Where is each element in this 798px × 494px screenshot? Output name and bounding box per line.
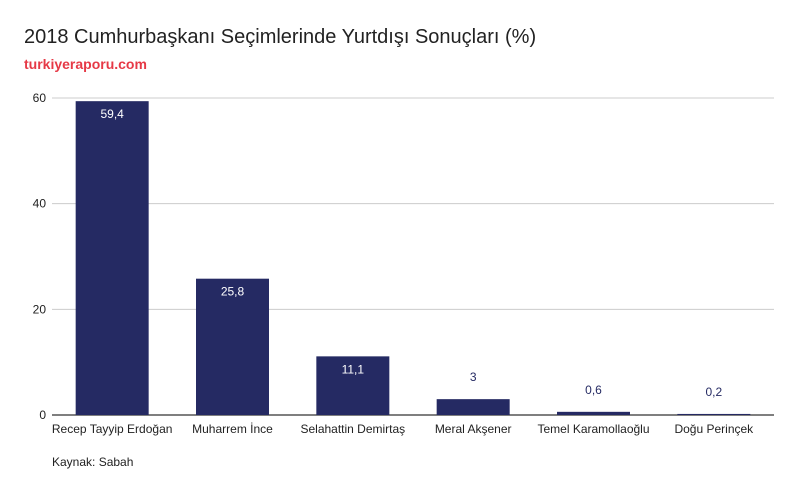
- bar: [196, 278, 269, 415]
- bars: [75, 101, 751, 416]
- data-label: 0,6: [585, 383, 602, 397]
- y-tick-labels: 0 20 40 60: [33, 91, 47, 422]
- x-category-label: Temel Karamollaoğlu: [537, 422, 649, 436]
- data-label: 0,2: [705, 385, 722, 399]
- y-tick-label: 0: [39, 408, 46, 422]
- x-category-label: Muharrem İnce: [192, 422, 273, 436]
- y-tick-label: 20: [33, 302, 47, 316]
- data-label: 59,4: [100, 107, 124, 121]
- chart-subtitle: turkiyeraporu.com: [24, 56, 147, 72]
- x-category-labels: Recep Tayyip Erdoğan Muharrem İnce Selahat…: [52, 422, 754, 436]
- data-label: 11,1: [342, 362, 365, 376]
- bar: [677, 413, 751, 415]
- chart-title: 2018 Cumhurbaşkanı Seçimlerinde Yurtdışı…: [24, 26, 537, 48]
- bar: [75, 101, 149, 416]
- x-category-label: Doğu Perinçek: [674, 422, 754, 436]
- y-tick-label: 60: [33, 91, 47, 105]
- chart-source: Kaynak: Sabah: [52, 455, 134, 469]
- x-category-label: Meral Akşener: [435, 422, 512, 436]
- grid-lines: [52, 97, 774, 416]
- x-category-label: Selahattin Demirtaş: [300, 422, 405, 436]
- x-category-label: Recep Tayyip Erdoğan: [52, 422, 173, 436]
- data-label: 3: [470, 370, 477, 384]
- bar: [316, 356, 390, 415]
- bar: [557, 411, 630, 415]
- y-tick-label: 40: [33, 197, 47, 211]
- data-labels: 59,4 25,8 11,1 3 0,6 0,2: [100, 107, 722, 399]
- data-label: 25,8: [221, 285, 245, 299]
- bar: [436, 399, 510, 415]
